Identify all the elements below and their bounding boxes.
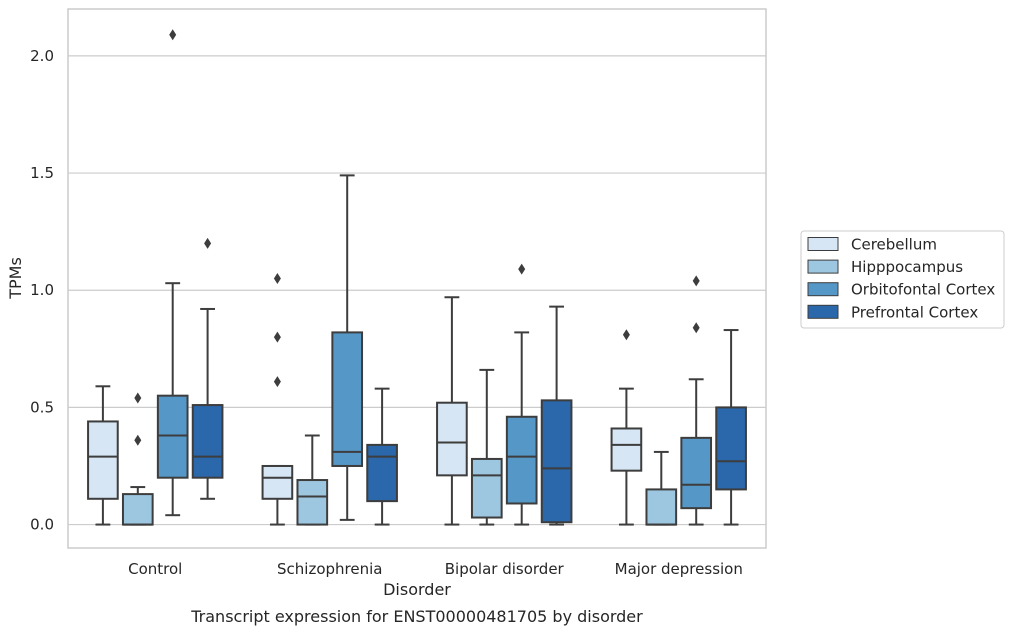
box-0-3 [191,237,224,500]
box-2-0 [436,296,468,526]
legend-swatch [807,304,839,319]
outlier-point [273,331,281,343]
box-2-3 [540,305,573,526]
plot-frame [67,8,767,549]
box-series [87,29,747,526]
y-tick-label: 2.0 [30,47,54,65]
outlier-point [622,329,630,341]
legend-label: Cerebellum [851,236,937,254]
box-3-3 [715,329,747,526]
box-iqr [680,436,713,510]
outlier-point [692,275,700,287]
y-tick-label: 0.5 [30,398,54,416]
box-iqr [296,479,329,526]
outlier-point [169,29,177,41]
box-iqr [156,394,189,479]
box-iqr [331,331,364,467]
box-2-2 [505,263,538,526]
legend-swatch [807,259,839,274]
outlier-point [204,237,212,249]
box-1-2 [331,174,364,521]
x-axis-title: Disorder [383,580,451,599]
box-iqr [505,415,538,505]
y-tick-label: 1.5 [30,164,54,182]
x-tick-label: Control [128,560,182,578]
outlier-point [692,322,700,334]
box-0-1 [121,392,154,526]
legend: Cerebellum Hipppocampus Orbitofontal Corte… [800,230,1005,329]
box-iqr [366,443,398,503]
y-axis-title: TPMs [6,257,25,300]
y-tick-labels: 0.0 0.5 1.0 1.5 2.0 [30,47,54,534]
box-iqr [121,493,154,526]
x-tick-label: Bipolar disorder [445,560,565,578]
box-iqr [715,406,747,491]
box-iqr [87,420,119,500]
box-3-1 [645,450,678,526]
y-tick-label: 0.0 [30,516,54,534]
legend-label: Prefrontal Cortex [851,303,978,321]
outlier-point [273,376,281,388]
box-0-2 [156,29,189,517]
legend-label: Hipppocampus [851,258,963,276]
legend-label: Orbitofontal Cortex [851,281,995,299]
box-iqr [436,401,468,477]
outlier-point [273,273,281,284]
legend-swatch [807,237,839,251]
legend-frame [800,230,1005,329]
box-iqr [470,457,503,519]
box-1-0 [261,273,294,526]
box-1-3 [366,387,398,526]
x-tick-labels: Control Schizophrenia Bipolar disorder Majo… [128,560,743,578]
x-tick-label: Schizophrenia [277,560,382,578]
x-tick-label: Major depression [615,560,743,578]
outlier-point [134,434,142,446]
outlier-point [134,392,142,404]
box-iqr [645,488,678,526]
box-iqr [610,427,643,472]
legend-swatch [807,282,839,297]
box-iqr [191,404,224,479]
box-0-0 [87,385,119,526]
box-2-1 [470,368,503,526]
y-tick-label: 1.0 [30,281,54,299]
box-3-0 [610,329,643,526]
outlier-point [518,263,526,275]
box-3-2 [680,275,713,526]
box-iqr [261,464,294,500]
chart-caption: Transcript expression for ENST0000048170… [190,607,643,626]
box-1-1 [296,434,329,526]
box-iqr [540,399,573,524]
